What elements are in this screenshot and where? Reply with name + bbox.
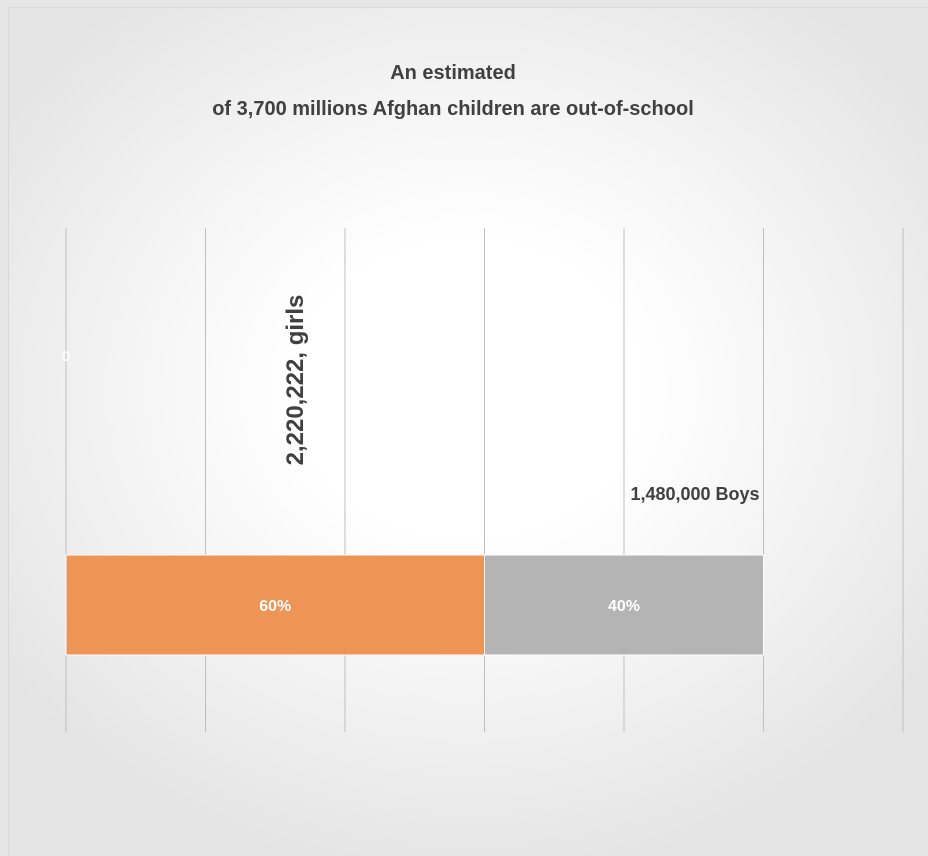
chart-area [8, 7, 928, 856]
bar-segment-1 [484, 554, 764, 656]
stray-zero-label: 0 [62, 348, 70, 364]
bar-data-label-0: 60% [259, 598, 291, 615]
annotation-girls: 2,220,222, girls [282, 295, 309, 466]
chart-title-line-1: An estimated [390, 62, 516, 84]
chart-title-line-2: of 3,700 millions Afghan children are ou… [212, 98, 694, 120]
chart-title: An estimated of 3,700 millions Afghan ch… [0, 55, 906, 127]
annotation-boys: 1,480,000 Boys [630, 484, 759, 504]
bar-data-label-1: 40% [608, 598, 640, 615]
